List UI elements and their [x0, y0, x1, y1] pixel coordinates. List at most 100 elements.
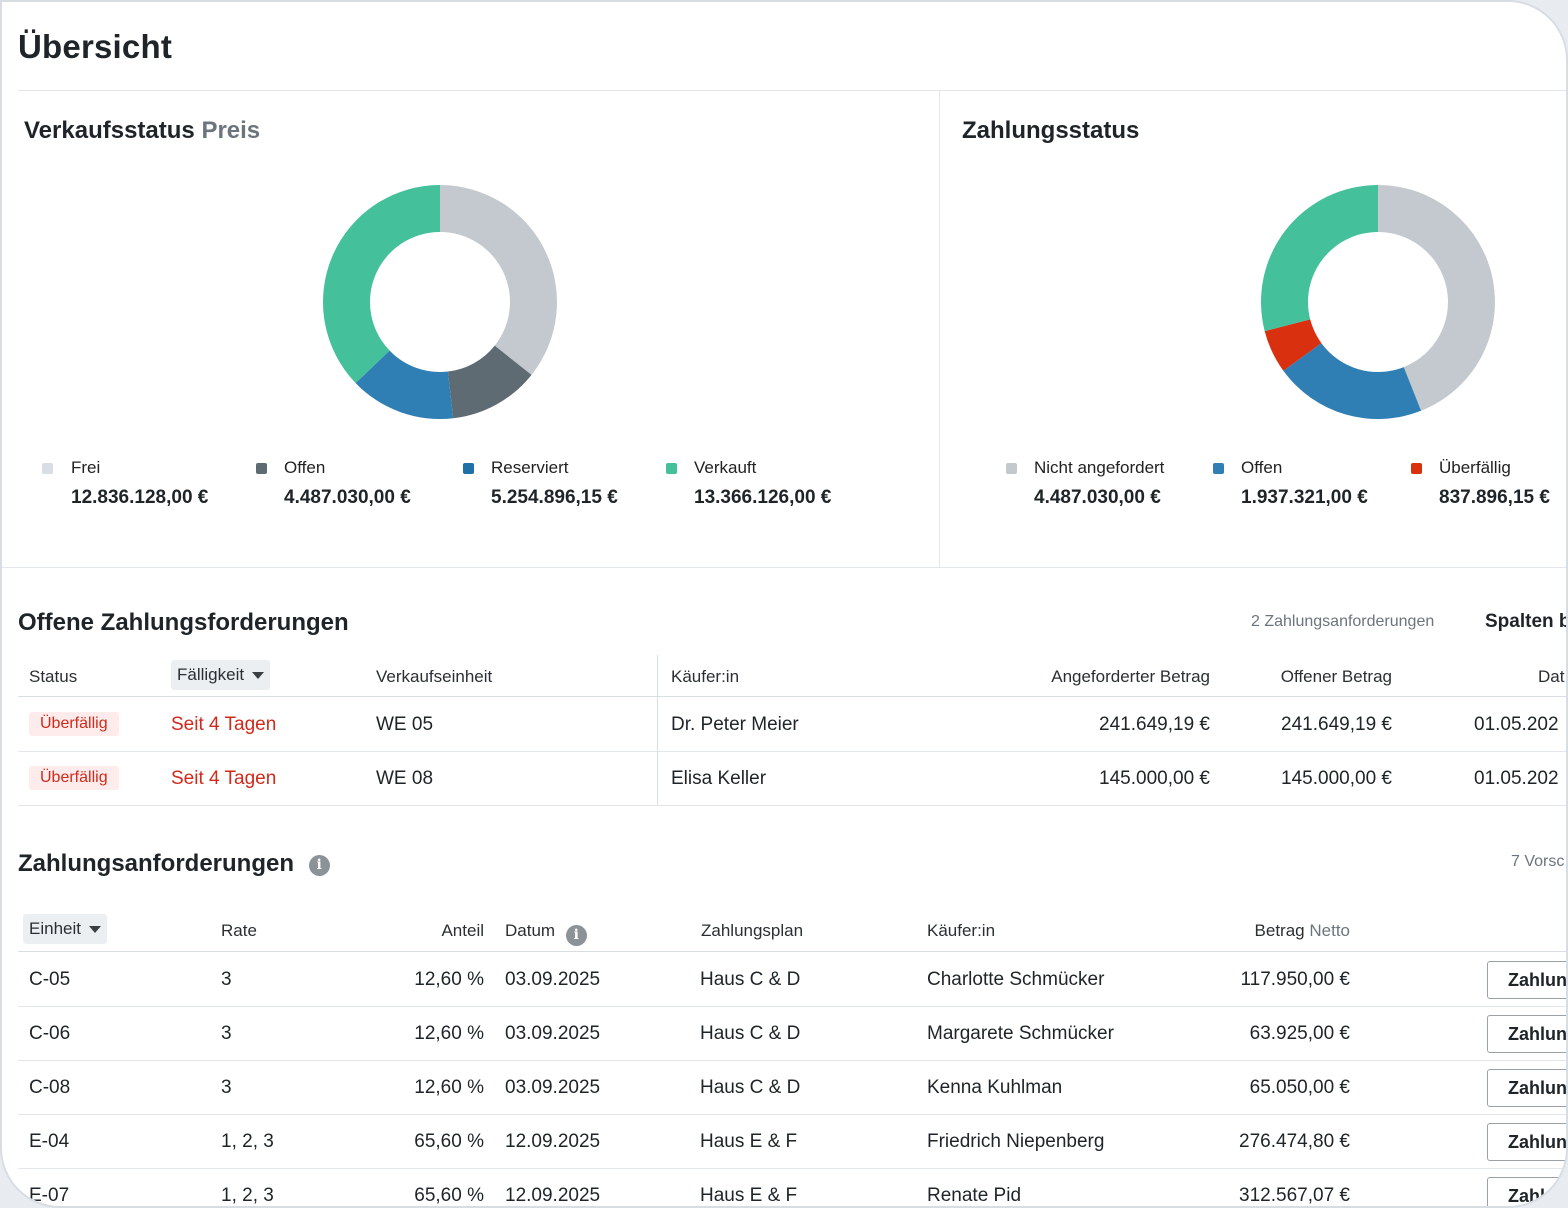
table-row[interactable]: E-04 1, 2, 3 65,60 % 12.09.2025 Haus E &…	[2, 1114, 1566, 1168]
col-einheit-sort[interactable]: Einheit	[23, 914, 107, 944]
legend-value: 4.487.030,00 €	[284, 487, 411, 508]
legend-label: Reserviert	[491, 458, 569, 477]
offene-title: Offene Zahlungsforderungen	[18, 609, 349, 636]
page-title: Übersicht	[18, 28, 173, 65]
row-divider	[18, 1060, 1566, 1061]
zahlungsstatus-slice-bezahlt[interactable]	[1261, 185, 1378, 332]
anforderungen-heading: Zahlungsanforderungen i	[18, 850, 330, 878]
col-faelligkeit-sort[interactable]: Fälligkeit	[171, 660, 271, 690]
plan-text: Haus C & D	[700, 1023, 801, 1044]
col-einheit-label: Einheit	[29, 919, 81, 938]
legend-label: Nicht angefordert	[1034, 458, 1165, 477]
kaeufer-text: Friedrich Niepenberg	[927, 1131, 1105, 1152]
chevron-down-icon	[88, 926, 101, 934]
legend-value: 1.937.321,00 €	[1241, 487, 1368, 508]
zahlung-button[interactable]: Zahlun	[1487, 961, 1566, 999]
einheit-text: C-05	[29, 969, 71, 990]
col-status[interactable]: Status	[29, 667, 78, 686]
datum-text: 01.05.202	[1474, 768, 1559, 789]
info-icon[interactable]: i	[565, 925, 587, 946]
datum-text: 01.05.202	[1474, 714, 1559, 735]
plan-text: Haus E & F	[700, 1131, 798, 1152]
verkaufsstatus-slice-frei[interactable]	[440, 185, 557, 375]
zahlung-button[interactable]: Zahlun	[1487, 1177, 1566, 1206]
col-rate[interactable]: Rate	[221, 921, 257, 940]
rate-text: 3	[221, 1023, 232, 1044]
zahlung-button[interactable]: Zahlun	[1487, 1123, 1566, 1161]
status-badge: Überfällig	[29, 766, 119, 790]
einheit-text: E-04	[29, 1131, 70, 1152]
table-row[interactable]: C-08 3 12,60 % 03.09.2025 Haus C & D Ken…	[2, 1060, 1566, 1114]
faelligkeit-text: Seit 4 Tagen	[171, 768, 277, 789]
table-row[interactable]: Überfällig Seit 4 Tagen WE 08 Elisa Kell…	[2, 752, 1566, 805]
datum-text: 12.09.2025	[505, 1131, 601, 1152]
col-zahlungsplan[interactable]: Zahlungsplan	[701, 921, 804, 940]
info-icon[interactable]: i	[308, 855, 330, 876]
kaeufer-text: Kenna Kuhlman	[927, 1077, 1063, 1098]
zahlungsstatus-title: Zahlungsstatus	[962, 117, 1140, 144]
legend-label: Frei	[71, 458, 101, 477]
betrag-text: 65.050,00 €	[1249, 1077, 1350, 1098]
col-offener-betrag[interactable]: Offener Betrag	[1280, 667, 1392, 686]
columns-button[interactable]: Spalten b	[1485, 611, 1568, 632]
verkaufsstatus-slice-reserviert[interactable]	[355, 350, 454, 419]
table-row[interactable]: C-05 3 12,60 % 03.09.2025 Haus C & D Cha…	[2, 952, 1566, 1006]
row-divider	[18, 805, 1566, 806]
col-faelligkeit-label: Fälligkeit	[177, 665, 245, 684]
zahlungsstatus-slice-überfällig[interactable]	[1264, 319, 1322, 371]
einheit-text: E-07	[29, 1185, 70, 1206]
swatch-reserviert	[463, 463, 474, 474]
zahlungsstatus-slice-offen[interactable]	[1283, 343, 1422, 419]
zahlung-button[interactable]: Zahlun	[1487, 1015, 1566, 1053]
col-anteil[interactable]: Anteil	[441, 921, 484, 940]
legend-value: 12.836.128,00 €	[71, 487, 209, 508]
col-betrag[interactable]: Betrag Netto	[1152, 921, 1350, 941]
table-row[interactable]: C-06 3 12,60 % 03.09.2025 Haus C & D Mar…	[2, 1006, 1566, 1060]
anteil-text: 12,60 %	[414, 969, 484, 990]
datum-text: 03.09.2025	[505, 969, 601, 990]
verkaufsstatus-heading: Verkaufsstatus Preis	[24, 117, 260, 145]
title-divider	[18, 90, 1566, 91]
einheit-text: WE 05	[376, 714, 434, 735]
faelligkeit-text: Seit 4 Tagen	[171, 714, 277, 735]
offen-text: 241.649,19 €	[1281, 714, 1392, 735]
legend-value: 837.896,15 €	[1439, 487, 1550, 508]
chevron-down-icon	[252, 672, 265, 680]
col-kaeufer[interactable]: Käufer:in	[671, 667, 740, 686]
offen-text: 145.000,00 €	[1281, 768, 1392, 789]
rate-text: 1, 2, 3	[221, 1185, 274, 1206]
kaeufer-text: Dr. Peter Meier	[671, 714, 799, 735]
col-verkaufseinheit[interactable]: Verkaufseinheit	[376, 667, 493, 686]
verkaufsstatus-slice-offen[interactable]	[447, 345, 532, 419]
einheit-text: C-08	[29, 1077, 71, 1098]
legend-value: 13.366.126,00 €	[694, 487, 832, 508]
zahlung-button[interactable]: Zahlun	[1487, 1069, 1566, 1107]
anteil-text: 65,60 %	[414, 1131, 484, 1152]
anteil-text: 65,60 %	[414, 1185, 484, 1206]
legend-label: Verkauft	[694, 458, 757, 477]
zahlungsstatus-slice-nicht-angefordert[interactable]	[1378, 185, 1495, 411]
swatch-nicht-angefordert	[1006, 463, 1017, 474]
col-kaeufer-2[interactable]: Käufer:in	[927, 921, 996, 940]
anteil-text: 12,60 %	[414, 1077, 484, 1098]
verkaufsstatus-slice-verkauft[interactable]	[323, 185, 440, 384]
row-divider	[18, 751, 1566, 752]
table-row[interactable]: Überfällig Seit 4 Tagen WE 05 Dr. Peter …	[2, 697, 1566, 751]
offene-count: 2 Zahlungsanforderungen	[1251, 613, 1435, 630]
plan-text: Haus C & D	[700, 1077, 801, 1098]
verkaufsstatus-subtitle: Preis	[201, 117, 261, 144]
panel-divider	[939, 91, 940, 567]
angefordert-text: 241.649,19 €	[1099, 714, 1210, 735]
table-split-divider	[657, 655, 658, 805]
legend-label: Offen	[1241, 458, 1283, 477]
row-divider	[18, 1006, 1566, 1007]
datum-text: 03.09.2025	[505, 1023, 601, 1044]
col-datum-label: Datum	[505, 921, 556, 940]
header-divider	[18, 951, 1566, 952]
col-datum-header[interactable]: Datum i	[505, 921, 587, 946]
swatch-frei	[42, 463, 53, 474]
charts-bottom-divider	[2, 567, 1566, 568]
col-datum[interactable]: Dat	[1538, 667, 1565, 686]
col-angefordert[interactable]: Angeforderter Betrag	[1051, 667, 1210, 686]
table-row[interactable]: E-07 1, 2, 3 65,60 % 12.09.2025 Haus E &…	[2, 1168, 1566, 1206]
